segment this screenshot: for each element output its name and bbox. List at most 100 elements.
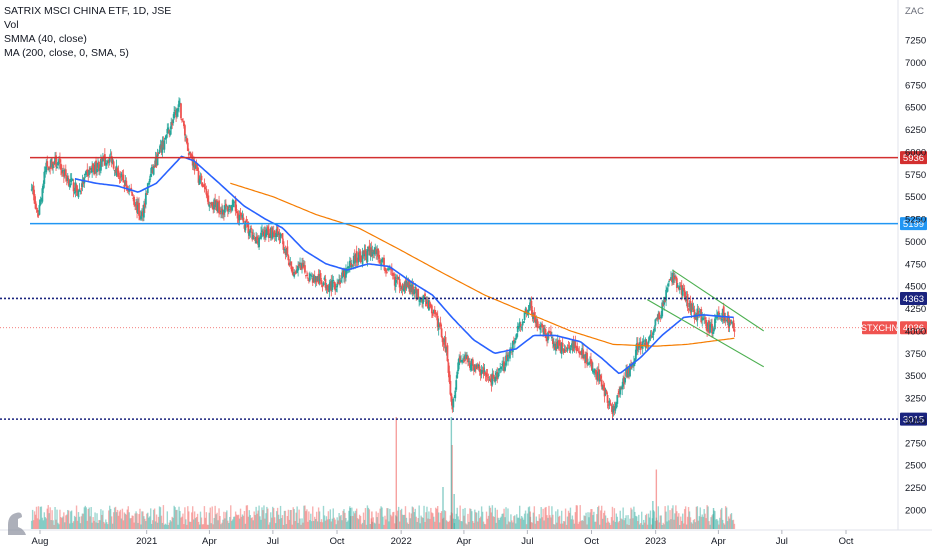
volume-bar: [207, 524, 210, 529]
candle-body: [499, 368, 502, 369]
volume-bar: [286, 516, 289, 529]
volume-bar: [467, 513, 469, 529]
candle-body: [386, 271, 388, 273]
candle-body: [682, 288, 685, 291]
volume-bar: [277, 514, 280, 529]
volume-bar: [586, 524, 588, 529]
volume-bar: [580, 520, 582, 529]
candle-body: [63, 169, 66, 175]
candle-body: [489, 378, 492, 382]
volume-bar: [626, 524, 628, 529]
volume-bar: [582, 520, 584, 529]
volume-bar: [169, 520, 171, 529]
candle-body: [588, 363, 590, 365]
volume-bar: [387, 508, 389, 529]
candle-body: [688, 302, 691, 308]
candle-body: [470, 358, 473, 366]
candle-body: [413, 289, 416, 295]
candle-body: [681, 288, 684, 296]
volume-bar: [481, 511, 484, 529]
candle-body: [141, 212, 143, 217]
candle-body: [62, 170, 65, 177]
candle-body: [301, 263, 303, 268]
volume-bar: [733, 523, 736, 529]
volume-bar: [300, 524, 302, 529]
level-label: 4363: [903, 294, 924, 305]
volume-bar: [211, 506, 213, 529]
candle-body: [132, 197, 135, 199]
y-tick-label: 2750: [905, 438, 926, 449]
candle-body: [113, 170, 116, 171]
candle-body: [237, 215, 240, 221]
volume-bar: [298, 509, 300, 529]
x-tick-label: Aug: [32, 536, 49, 547]
candle-body: [562, 349, 565, 353]
volume-bar: [160, 515, 163, 529]
candle-body: [126, 186, 129, 189]
volume-bar: [478, 518, 481, 529]
volume-bar: [695, 506, 698, 529]
candle-body: [133, 196, 136, 205]
candle-body: [57, 161, 59, 166]
volume-bar: [158, 506, 161, 529]
candle-body: [444, 337, 447, 352]
volume-bar: [314, 518, 317, 529]
candle-body: [147, 183, 150, 185]
candle-body: [169, 130, 172, 135]
candle-body: [518, 322, 521, 328]
candle-body: [166, 128, 169, 134]
volume-bar: [206, 524, 209, 529]
volume-bar: [316, 521, 319, 529]
volume-bar: [709, 524, 711, 529]
volume-bar: [518, 517, 520, 529]
candle-body: [287, 255, 290, 261]
candle-body: [369, 249, 372, 256]
volume-bar: [574, 512, 577, 529]
candle-body: [602, 384, 605, 391]
candle-body: [597, 369, 600, 381]
candle-body: [200, 175, 203, 181]
candle-body: [155, 155, 158, 167]
volume-bar: [202, 524, 205, 529]
candle-body: [515, 333, 518, 339]
volume-bar: [379, 508, 381, 529]
candle-body: [722, 306, 725, 322]
candle-body: [644, 339, 647, 348]
candle-body: [577, 349, 580, 351]
volume-bar: [293, 509, 295, 529]
volume-bar: [670, 519, 672, 529]
volume-bar: [727, 516, 730, 529]
volume-bar: [720, 509, 722, 529]
candle-body: [168, 129, 171, 135]
volume-bar: [147, 512, 149, 529]
volume-bar: [565, 524, 568, 529]
candle-body: [115, 165, 118, 176]
x-tick-label: Jul: [521, 536, 533, 547]
volume-bar: [335, 524, 337, 529]
volume-bar: [234, 511, 237, 529]
volume-bar: [188, 511, 190, 529]
candle-body: [135, 202, 137, 205]
candle-body: [189, 152, 192, 158]
chart-legend: SATRIX MSCI CHINA ETF, 1D, JSE Vol SMMA …: [4, 4, 171, 60]
volume-bar: [619, 510, 621, 529]
candle-body: [359, 255, 362, 263]
volume-bar: [509, 522, 511, 529]
candle-body: [525, 309, 528, 313]
volume-bar: [430, 507, 432, 529]
candle-body: [54, 157, 56, 165]
volume-bar: [268, 524, 270, 529]
volume-spike: [395, 417, 397, 529]
volume-bar: [346, 521, 348, 529]
legend-title: SATRIX MSCI CHINA ETF, 1D, JSE: [4, 5, 172, 17]
volume-bar: [36, 518, 39, 529]
volume-bar: [138, 514, 140, 529]
volume-bar: [220, 524, 222, 529]
volume-bar: [691, 523, 694, 529]
candle-body: [590, 358, 592, 364]
volume-bar: [418, 505, 420, 529]
last-price-label: 4036: [903, 323, 924, 334]
volume-bar: [446, 521, 449, 529]
volume-bar: [361, 522, 364, 529]
